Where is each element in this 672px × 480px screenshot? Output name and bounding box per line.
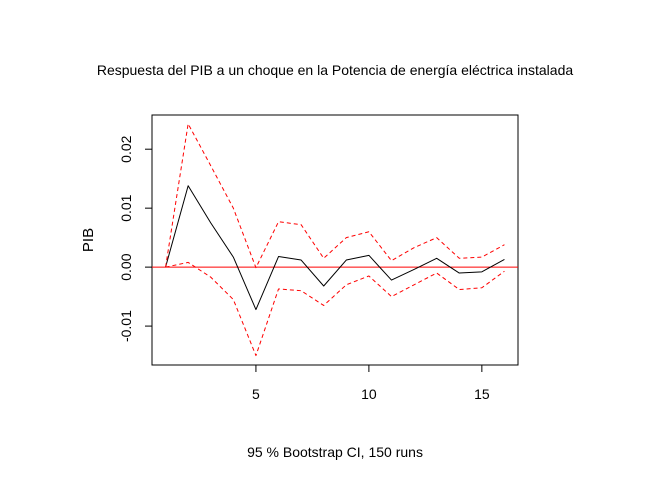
chart-title: Respuesta del PIB a un choque en la Pote… [97,62,574,78]
series-layer [152,123,518,357]
x-axis-label: 95 % Bootstrap CI, 150 runs [247,444,423,460]
x-tick-label: 10 [361,386,377,402]
y-axis-label: PIB [80,228,97,252]
y-axis: -0.01 0.00 0.01 0.02 [118,135,152,342]
lower-line [165,261,505,357]
x-axis: 5 10 15 [252,365,490,402]
y-tick-label: 0.02 [118,135,134,162]
y-tick-label: 0.00 [118,253,134,280]
irf-line [165,185,505,311]
upper-line [165,123,505,269]
x-tick-label: 15 [474,386,490,402]
y-tick-label: -0.01 [118,310,134,342]
x-tick-label: 5 [252,386,260,402]
y-tick-label: 0.01 [118,194,134,221]
plot-frame [151,114,519,366]
